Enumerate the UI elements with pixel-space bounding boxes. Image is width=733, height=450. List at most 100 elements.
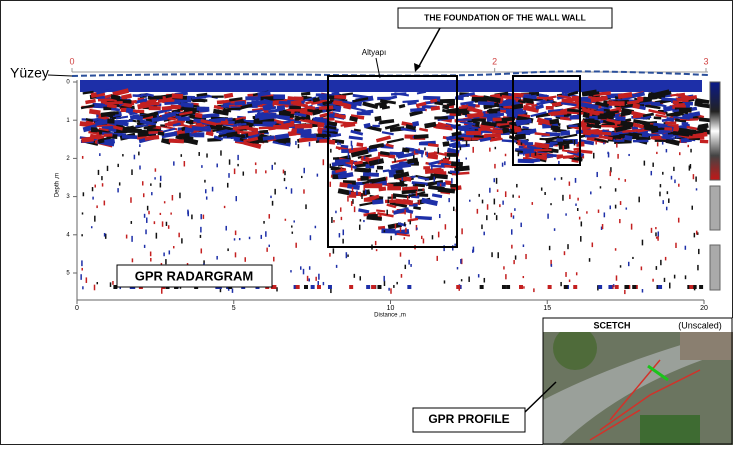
reflection <box>194 132 205 138</box>
reflection <box>161 131 178 139</box>
speckle <box>517 152 520 157</box>
reflection <box>379 150 390 156</box>
reflection <box>551 101 564 107</box>
reflection <box>364 194 380 202</box>
anomaly-box <box>512 75 581 166</box>
reflection <box>317 121 325 128</box>
reflection <box>492 117 503 122</box>
base-reflection <box>689 285 694 289</box>
reflection <box>80 104 95 110</box>
speckle <box>199 234 202 238</box>
speckle <box>131 235 133 242</box>
speckle <box>145 229 147 235</box>
speckle <box>424 147 426 151</box>
speckle <box>670 175 673 180</box>
reflection <box>283 120 291 124</box>
speckle <box>390 288 392 294</box>
speckle <box>548 245 551 251</box>
reflection <box>381 131 394 136</box>
speckle <box>92 196 94 200</box>
label-box <box>116 264 273 288</box>
speckle <box>227 248 229 252</box>
reflection <box>388 154 396 159</box>
reflection <box>327 139 336 145</box>
reflection <box>121 93 133 100</box>
reflection <box>559 133 578 140</box>
reflection <box>374 115 382 122</box>
speckle <box>302 268 305 275</box>
speckle <box>148 210 150 215</box>
speckle <box>233 238 236 241</box>
reflection <box>107 118 115 124</box>
speckle <box>481 224 483 230</box>
reflection <box>500 124 510 129</box>
side-button[interactable] <box>709 244 721 291</box>
reflection <box>142 101 160 106</box>
speckle <box>375 169 378 173</box>
reflection <box>192 99 208 103</box>
reflection <box>263 105 277 112</box>
speckle <box>503 266 505 270</box>
reflection <box>368 158 385 167</box>
reflection <box>580 102 599 110</box>
reflection <box>121 134 138 140</box>
reflection <box>393 171 410 180</box>
speckle <box>628 153 630 157</box>
speckle <box>591 242 594 248</box>
reflection <box>427 143 439 148</box>
speckle <box>82 192 85 197</box>
side-button[interactable] <box>709 185 721 231</box>
speckle <box>329 163 332 169</box>
speckle <box>146 217 148 223</box>
speckle <box>242 171 245 176</box>
speckle <box>563 251 566 256</box>
reflection <box>489 136 502 142</box>
reflection <box>109 111 119 115</box>
base-reflection <box>624 285 629 289</box>
speckle <box>641 239 644 246</box>
speckle <box>403 176 406 181</box>
reflection <box>477 101 495 106</box>
speckle <box>624 289 626 295</box>
base-reflection <box>456 285 461 289</box>
speckle <box>420 235 423 240</box>
speckle <box>109 282 112 287</box>
reflection <box>424 121 437 129</box>
speckle <box>347 195 349 202</box>
speckle <box>191 214 193 220</box>
reflection <box>672 109 680 113</box>
reflection <box>406 157 419 165</box>
reflection <box>181 137 199 146</box>
reflection <box>395 169 405 174</box>
speckle <box>518 195 520 198</box>
speckle <box>368 146 371 151</box>
reflection <box>483 95 501 103</box>
reflection <box>517 158 535 164</box>
reflection <box>103 133 113 137</box>
reflection <box>258 126 271 130</box>
reflection <box>561 88 580 95</box>
speckle <box>228 173 230 178</box>
reflection <box>501 116 516 122</box>
speckle <box>263 220 265 224</box>
base-reflection <box>327 285 332 289</box>
base-reflection <box>547 285 552 289</box>
speckle <box>603 212 606 218</box>
speckle <box>448 197 450 203</box>
speckle <box>353 206 356 213</box>
reflection <box>360 175 369 181</box>
speckle <box>201 165 203 168</box>
speckle <box>231 288 234 293</box>
reflection <box>85 98 96 105</box>
speckle <box>439 183 442 187</box>
speckle <box>202 214 205 219</box>
reflection <box>273 119 285 125</box>
reflection <box>343 121 353 126</box>
radargram-label: GPR RADARGRAM <box>135 268 253 283</box>
speckle <box>483 231 485 236</box>
reflection <box>522 125 529 130</box>
speckle <box>577 197 579 201</box>
reflection <box>104 138 116 145</box>
reflection <box>449 113 457 116</box>
base-reflection <box>692 285 697 289</box>
